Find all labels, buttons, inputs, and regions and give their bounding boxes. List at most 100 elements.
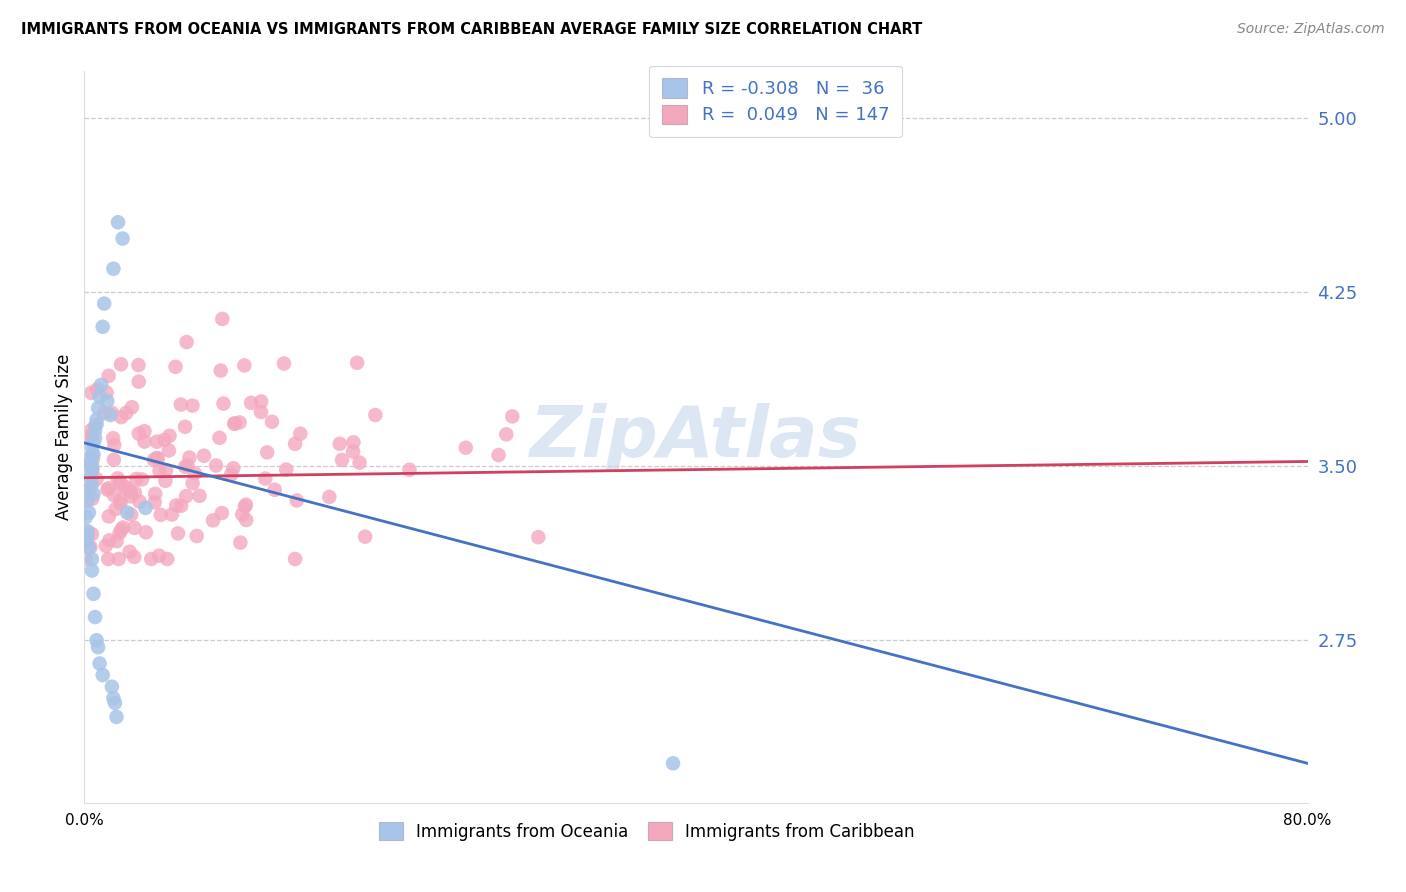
Point <box>110 410 132 425</box>
Point <box>143 487 166 501</box>
Point <box>80 459 103 474</box>
Point <box>103 261 125 276</box>
Point <box>284 552 307 566</box>
Point <box>233 359 256 373</box>
Point <box>141 552 163 566</box>
Point <box>101 680 124 694</box>
Point <box>142 453 165 467</box>
Point <box>83 448 105 462</box>
Point <box>76 529 98 543</box>
Point <box>121 400 143 414</box>
Point <box>174 419 197 434</box>
Point <box>84 610 107 624</box>
Point <box>98 533 121 548</box>
Point <box>662 756 685 771</box>
Point <box>90 377 112 392</box>
Point <box>79 461 101 475</box>
Point <box>179 450 201 465</box>
Point <box>240 396 263 410</box>
Point <box>235 513 257 527</box>
Point <box>98 408 121 422</box>
Point <box>146 434 169 449</box>
Point <box>108 526 131 541</box>
Point <box>263 483 285 497</box>
Point <box>103 438 125 452</box>
Point <box>115 406 138 420</box>
Point <box>77 430 100 444</box>
Point <box>84 431 107 445</box>
Point <box>75 533 97 548</box>
Point <box>97 552 120 566</box>
Text: IMMIGRANTS FROM OCEANIA VS IMMIGRANTS FROM CARIBBEAN AVERAGE FAMILY SIZE CORRELA: IMMIGRANTS FROM OCEANIA VS IMMIGRANTS FR… <box>21 22 922 37</box>
Point <box>211 312 233 326</box>
Point <box>80 423 103 437</box>
Point <box>112 520 135 534</box>
Point <box>86 412 108 426</box>
Point <box>111 231 134 245</box>
Text: ZipAtlas: ZipAtlas <box>530 402 862 472</box>
Point <box>79 459 101 474</box>
Point <box>148 464 170 478</box>
Point <box>254 471 277 485</box>
Point <box>222 461 245 475</box>
Point <box>76 494 98 508</box>
Point <box>122 549 145 564</box>
Point <box>125 472 148 486</box>
Point <box>107 215 129 229</box>
Point <box>128 426 150 441</box>
Point <box>184 467 207 481</box>
Point <box>212 396 235 410</box>
Point <box>330 453 353 467</box>
Point <box>285 493 308 508</box>
Point <box>224 417 246 431</box>
Point <box>97 368 120 383</box>
Point <box>235 498 257 512</box>
Point <box>108 475 131 490</box>
Point <box>131 472 153 486</box>
Point <box>93 406 115 420</box>
Point <box>110 493 132 508</box>
Point <box>89 657 111 671</box>
Point <box>83 436 105 450</box>
Point <box>91 668 114 682</box>
Point <box>86 472 108 486</box>
Point <box>165 359 187 374</box>
Point <box>80 464 103 478</box>
Point <box>80 441 103 455</box>
Point <box>105 534 128 549</box>
Point <box>103 488 125 502</box>
Point <box>124 521 146 535</box>
Point <box>135 500 157 515</box>
Point <box>82 452 104 467</box>
Point <box>495 427 517 442</box>
Point <box>96 483 118 497</box>
Point <box>80 477 103 491</box>
Point <box>160 508 183 522</box>
Point <box>181 476 204 491</box>
Point <box>79 471 101 485</box>
Point <box>77 483 100 497</box>
Point <box>82 491 104 506</box>
Point <box>290 426 312 441</box>
Point <box>107 471 129 485</box>
Point <box>86 382 108 396</box>
Point <box>114 480 136 494</box>
Point <box>155 463 177 477</box>
Point <box>346 356 368 370</box>
Point <box>186 529 208 543</box>
Point <box>149 508 172 522</box>
Point <box>153 433 176 447</box>
Point <box>108 476 131 491</box>
Point <box>127 358 149 372</box>
Point <box>193 449 215 463</box>
Point <box>77 482 100 496</box>
Point <box>77 506 100 520</box>
Point <box>86 633 108 648</box>
Point <box>87 640 110 655</box>
Point <box>354 530 377 544</box>
Point <box>176 334 198 349</box>
Point <box>174 459 197 474</box>
Point <box>76 454 98 468</box>
Point <box>120 485 142 500</box>
Point <box>342 435 364 450</box>
